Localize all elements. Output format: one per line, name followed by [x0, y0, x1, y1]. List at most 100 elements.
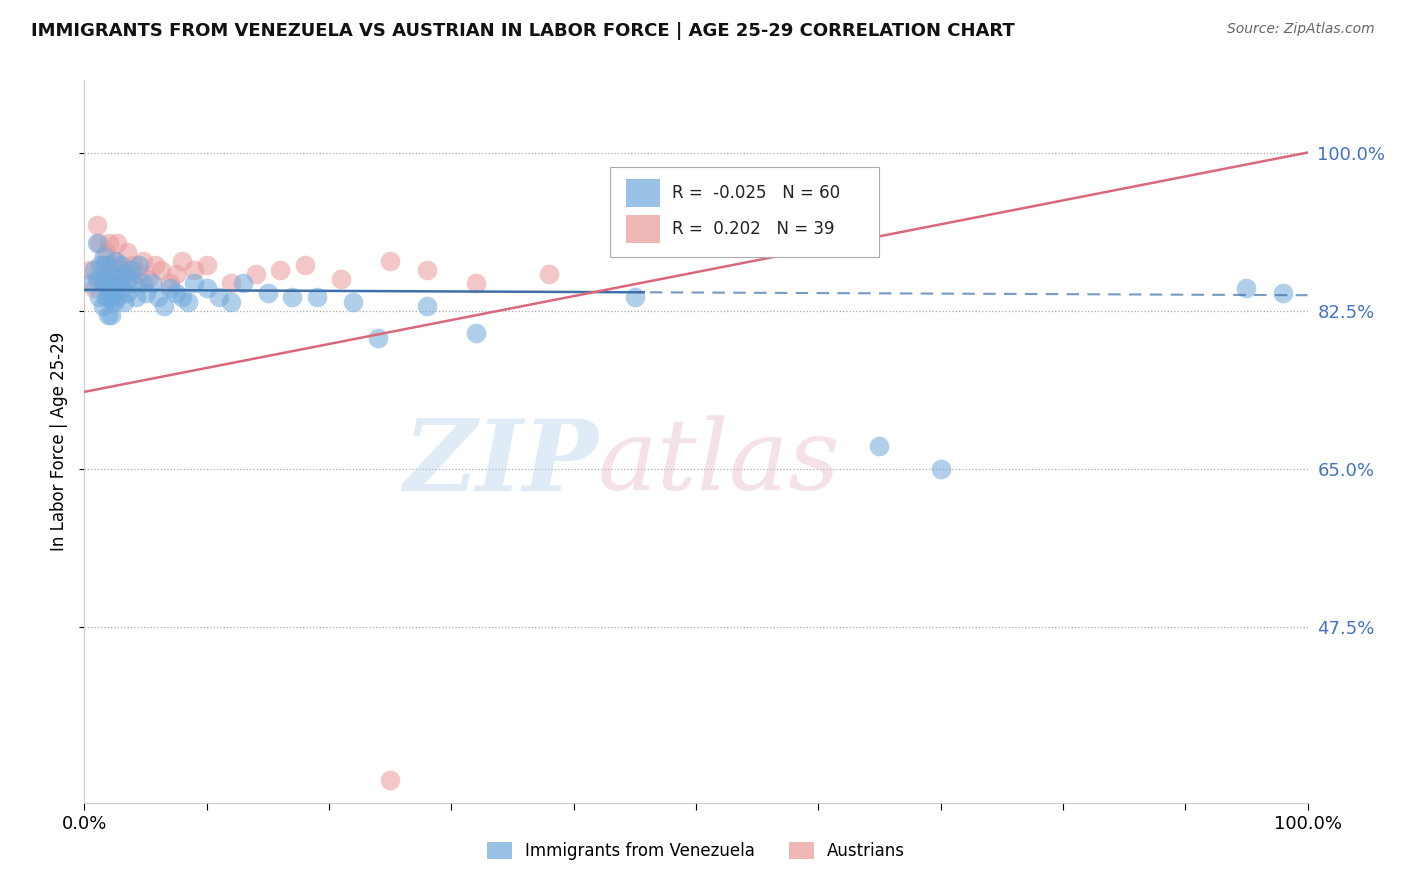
Point: [219, 294, 242, 309]
Point: [115, 285, 138, 300]
Point: [97, 290, 120, 304]
Point: [105, 235, 128, 250]
Point: [132, 277, 155, 291]
Point: [219, 277, 242, 291]
Point: [97, 277, 120, 291]
Y-axis label: In Labor Force | Age 25-29: In Labor Force | Age 25-29: [51, 332, 69, 551]
Point: [120, 263, 142, 277]
Point: [86, 235, 108, 250]
Point: [177, 294, 200, 309]
Point: [104, 254, 127, 268]
FancyBboxPatch shape: [626, 215, 661, 243]
Point: [100, 259, 122, 273]
Point: [132, 254, 155, 268]
Point: [96, 244, 118, 259]
Point: [96, 290, 118, 304]
Point: [114, 268, 136, 282]
Point: [929, 461, 952, 475]
Point: [105, 290, 128, 304]
Point: [281, 290, 304, 304]
Point: [135, 285, 157, 300]
Point: [128, 268, 150, 282]
Point: [416, 299, 439, 313]
Point: [105, 277, 128, 291]
Point: [107, 272, 129, 286]
Point: [79, 263, 101, 277]
Point: [94, 272, 117, 286]
Point: [101, 281, 124, 295]
Point: [93, 249, 115, 263]
Text: R =  0.202   N = 39: R = 0.202 N = 39: [672, 220, 834, 238]
Point: [143, 259, 166, 273]
Point: [110, 259, 132, 273]
Point: [1272, 285, 1295, 300]
Point: [107, 268, 129, 282]
Point: [624, 290, 647, 304]
Point: [110, 281, 132, 295]
Point: [110, 263, 132, 277]
Point: [150, 263, 173, 277]
Legend: Immigrants from Venezuela, Austrians: Immigrants from Venezuela, Austrians: [481, 835, 911, 867]
Point: [165, 268, 187, 282]
Point: [141, 277, 163, 291]
Point: [869, 439, 891, 453]
Point: [538, 268, 561, 282]
Point: [125, 290, 148, 304]
Point: [104, 254, 127, 268]
Point: [93, 272, 115, 286]
Text: R =  -0.025   N = 60: R = -0.025 N = 60: [672, 184, 839, 202]
Point: [146, 290, 169, 304]
Point: [294, 259, 316, 273]
Text: atlas: atlas: [598, 416, 841, 511]
Point: [257, 285, 280, 300]
Point: [208, 290, 231, 304]
Point: [269, 263, 291, 277]
FancyBboxPatch shape: [626, 179, 661, 207]
Point: [172, 254, 194, 268]
Point: [89, 259, 111, 273]
Point: [83, 281, 105, 295]
Point: [97, 308, 120, 322]
Point: [87, 290, 110, 304]
Point: [96, 259, 118, 273]
Point: [416, 263, 439, 277]
Point: [112, 277, 135, 291]
Point: [245, 268, 267, 282]
Text: Source: ZipAtlas.com: Source: ZipAtlas.com: [1227, 22, 1375, 37]
Point: [79, 277, 101, 291]
Point: [1236, 281, 1258, 295]
Point: [380, 254, 402, 268]
Point: [195, 281, 218, 295]
Point: [380, 773, 402, 788]
Point: [103, 294, 125, 309]
Point: [330, 272, 353, 286]
Point: [122, 277, 145, 291]
Point: [91, 277, 114, 291]
Point: [136, 272, 159, 286]
Point: [117, 272, 139, 286]
Point: [464, 326, 486, 341]
Point: [159, 281, 181, 295]
Text: ZIP: ZIP: [404, 415, 598, 511]
Point: [165, 285, 187, 300]
Text: IMMIGRANTS FROM VENEZUELA VS AUSTRIAN IN LABOR FORCE | AGE 25-29 CORRELATION CHA: IMMIGRANTS FROM VENEZUELA VS AUSTRIAN IN…: [31, 22, 1015, 40]
Point: [153, 299, 176, 313]
Point: [86, 218, 108, 232]
Point: [86, 272, 108, 286]
Point: [183, 277, 205, 291]
Point: [115, 244, 138, 259]
Point: [91, 299, 114, 313]
Point: [97, 277, 120, 291]
Point: [100, 285, 122, 300]
Point: [128, 259, 150, 273]
Point: [232, 277, 254, 291]
Point: [183, 263, 205, 277]
Point: [195, 259, 218, 273]
Point: [464, 277, 486, 291]
Point: [87, 235, 110, 250]
Point: [101, 290, 124, 304]
Point: [122, 259, 145, 273]
Point: [100, 308, 122, 322]
Point: [172, 290, 194, 304]
Point: [159, 277, 181, 291]
